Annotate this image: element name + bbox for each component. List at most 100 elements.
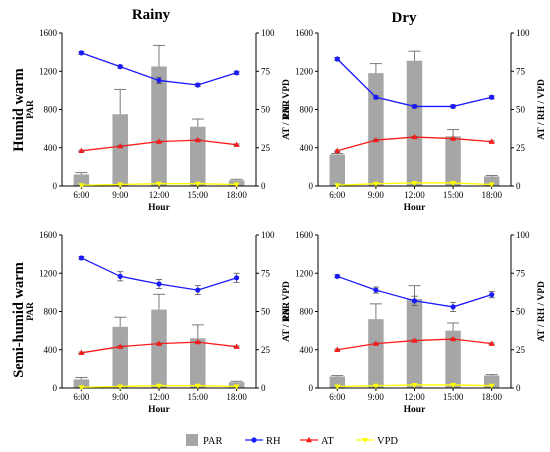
right-tick-label: 25 xyxy=(261,345,271,355)
par-bar xyxy=(406,60,423,187)
panel-semi-humid-warm-rainy: 0 400 800 1200 1600 0 25 50 75 100 6:00 9:00 12:00 15… xyxy=(26,230,292,415)
vpd-point xyxy=(194,181,201,187)
rh-point xyxy=(334,273,340,279)
x-tick-label: 18:00 xyxy=(481,190,502,200)
vpd-point xyxy=(156,383,162,389)
legend-marker-vpd xyxy=(362,438,368,443)
left-axis-label: PAR xyxy=(282,100,292,119)
legend-label-par: PAR xyxy=(203,436,222,447)
rh-point xyxy=(195,82,201,88)
x-axis-label: Hour xyxy=(148,405,170,415)
left-tick-label: 1200 xyxy=(39,268,58,278)
rh-point xyxy=(334,56,340,62)
right-tick-label: 50 xyxy=(516,105,526,115)
x-tick-label: 18:00 xyxy=(226,392,247,402)
right-tick-label: 25 xyxy=(516,345,526,355)
legend-swatch-par xyxy=(186,434,198,446)
at-point xyxy=(156,340,162,346)
at-point xyxy=(156,138,162,144)
right-tick-label: 0 xyxy=(261,383,266,393)
par-bar xyxy=(445,136,461,186)
left-tick-label: 800 xyxy=(300,105,314,115)
at-point xyxy=(117,343,124,349)
vpd-point xyxy=(233,182,240,188)
column-title-dry: Dry xyxy=(392,10,417,26)
par-bar xyxy=(368,319,384,388)
left-tick-label: 400 xyxy=(44,143,58,153)
right-tick-label: 100 xyxy=(261,28,275,38)
at-point xyxy=(334,346,341,352)
x-axis-label: Hour xyxy=(404,405,426,415)
at-point xyxy=(372,136,379,143)
right-tick-label: 0 xyxy=(516,383,521,393)
left-axis-label: PAR xyxy=(282,302,292,321)
rh-point xyxy=(234,70,240,76)
left-tick-label: 400 xyxy=(44,345,58,355)
legend-marker-at xyxy=(306,436,312,443)
vpd-point xyxy=(78,183,85,189)
rh-point xyxy=(234,275,240,281)
row-title-semi-humid-warm: Semi-humid warm xyxy=(11,262,27,378)
right-axis-label: AT / RH / VPD xyxy=(282,281,292,342)
left-tick-label: 0 xyxy=(53,383,58,393)
x-tick-label: 15:00 xyxy=(443,190,464,200)
rh-point xyxy=(411,103,418,110)
par-bar xyxy=(73,379,90,388)
rh-point xyxy=(489,94,495,100)
vpd-point xyxy=(78,385,85,391)
left-tick-label: 800 xyxy=(44,105,58,115)
rh-point xyxy=(450,103,456,110)
x-axis-label: Hour xyxy=(148,203,170,213)
right-tick-label: 100 xyxy=(261,230,275,240)
x-tick-label: 12:00 xyxy=(149,392,170,402)
right-axis-label: AT / RH / VPD xyxy=(282,79,292,140)
left-tick-label: 1200 xyxy=(295,66,314,76)
x-tick-label: 15:00 xyxy=(188,190,209,200)
vpd-point xyxy=(156,181,162,187)
x-tick-label: 9:00 xyxy=(368,392,385,402)
vpd-point xyxy=(450,180,457,186)
left-tick-label: 1600 xyxy=(39,230,58,240)
at-point xyxy=(117,143,124,149)
vpd-point xyxy=(488,383,495,389)
at-point xyxy=(372,340,379,346)
right-tick-label: 50 xyxy=(516,307,526,317)
rh-point xyxy=(450,304,456,310)
at-point xyxy=(233,141,240,147)
right-tick-label: 100 xyxy=(516,28,530,38)
at-point xyxy=(450,135,457,141)
rh-point xyxy=(489,292,495,298)
par-bar xyxy=(73,174,90,186)
left-tick-label: 800 xyxy=(44,307,58,317)
left-tick-label: 0 xyxy=(309,383,314,393)
right-tick-label: 100 xyxy=(516,230,530,240)
vpd-point xyxy=(488,182,495,188)
row-title-humid-warm: Humid warm xyxy=(11,68,27,151)
x-tick-label: 12:00 xyxy=(404,190,425,200)
x-tick-label: 6:00 xyxy=(329,392,346,402)
legend-item-par: PAR xyxy=(186,434,222,447)
vpd-point xyxy=(194,383,201,389)
legend: PAR RH AT VPD xyxy=(186,434,398,447)
legend-marker-rh xyxy=(251,437,257,443)
rh-point xyxy=(373,287,379,293)
x-axis-label: Hour xyxy=(404,203,426,213)
at-point xyxy=(78,349,85,356)
right-tick-label: 50 xyxy=(261,307,271,317)
vpd-point xyxy=(233,384,240,390)
legend-item-at: AT xyxy=(300,436,334,447)
vpd-point xyxy=(372,383,379,389)
rh-point xyxy=(78,255,84,261)
par-bar xyxy=(329,376,346,388)
par-bar xyxy=(445,330,461,388)
right-axis-label: AT / RH / VPD xyxy=(537,79,547,140)
panel-humid-warm-dry: 0 400 800 1200 1600 0 25 50 75 100 6:00 9:00 12:00 15… xyxy=(282,28,547,213)
x-tick-label: 6:00 xyxy=(73,190,90,200)
legend-item-vpd: VPD xyxy=(356,436,398,447)
right-tick-label: 50 xyxy=(261,105,271,115)
par-bar xyxy=(190,126,206,186)
right-tick-label: 0 xyxy=(261,181,266,191)
par-bar xyxy=(483,375,500,388)
left-tick-label: 0 xyxy=(309,181,314,191)
